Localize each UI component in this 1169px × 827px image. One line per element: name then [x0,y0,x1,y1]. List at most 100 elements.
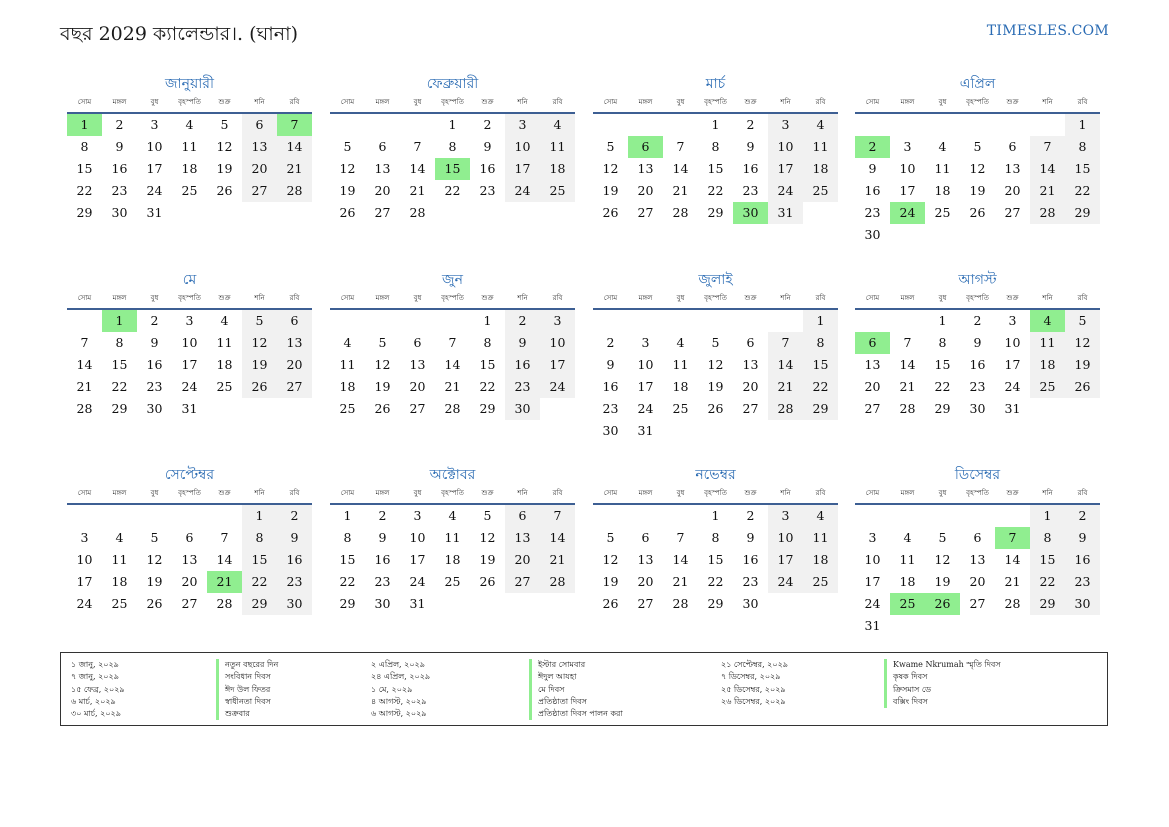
day-cell[interactable]: 23 [374,574,391,589]
day-cell[interactable]: 28 [444,401,461,416]
day-cell[interactable]: 23 [505,376,540,398]
day-cell[interactable]: 15 [803,354,838,376]
day-cell[interactable]: 20 [374,183,391,198]
holiday-day-cell[interactable]: 24 [890,202,925,224]
day-cell[interactable]: 7 [676,139,685,154]
day-cell[interactable]: 30 [277,593,312,615]
day-cell[interactable]: 30 [742,596,759,611]
day-cell[interactable]: 11 [216,335,233,350]
day-cell[interactable]: 28 [768,398,803,420]
day-cell[interactable]: 1 [448,117,457,132]
day-cell[interactable]: 6 [378,139,387,154]
day-cell[interactable]: 14 [768,354,803,376]
day-cell[interactable]: 25 [540,180,575,202]
day-cell[interactable]: 15 [339,552,356,567]
day-cell[interactable]: 4 [676,335,685,350]
day-cell[interactable]: 2 [746,117,755,132]
day-cell[interactable]: 8 [80,139,89,154]
day-cell[interactable]: 9 [746,530,755,545]
day-cell[interactable]: 22 [76,183,93,198]
day-cell[interactable]: 16 [602,379,619,394]
day-cell[interactable]: 17 [146,161,163,176]
day-cell[interactable]: 11 [803,136,838,158]
day-cell[interactable]: 22 [1065,180,1100,202]
day-cell[interactable]: 5 [242,310,277,332]
day-cell[interactable]: 7 [540,505,575,527]
holiday-day-cell[interactable]: 6 [628,136,663,158]
day-cell[interactable]: 29 [707,596,724,611]
day-cell[interactable]: 27 [637,205,654,220]
day-cell[interactable]: 16 [742,161,759,176]
day-cell[interactable]: 5 [483,508,492,523]
day-cell[interactable]: 13 [637,161,654,176]
day-cell[interactable]: 12 [602,552,619,567]
day-cell[interactable]: 4 [803,114,838,136]
day-cell[interactable]: 28 [76,401,93,416]
day-cell[interactable]: 27 [181,596,198,611]
day-cell[interactable]: 12 [146,552,163,567]
day-cell[interactable]: 17 [505,158,540,180]
day-cell[interactable]: 27 [637,596,654,611]
day-cell[interactable]: 21 [1030,180,1065,202]
day-cell[interactable]: 27 [505,571,540,593]
day-cell[interactable]: 13 [1004,161,1021,176]
day-cell[interactable]: 14 [277,136,312,158]
day-cell[interactable]: 14 [76,357,93,372]
day-cell[interactable]: 16 [1065,549,1100,571]
day-cell[interactable]: 10 [768,527,803,549]
day-cell[interactable]: 13 [864,357,881,372]
day-cell[interactable]: 29 [934,401,951,416]
day-cell[interactable]: 29 [76,205,93,220]
day-cell[interactable]: 14 [899,357,916,372]
day-cell[interactable]: 7 [676,530,685,545]
day-cell[interactable]: 14 [672,161,689,176]
day-cell[interactable]: 10 [76,552,93,567]
day-cell[interactable]: 16 [277,549,312,571]
day-cell[interactable]: 10 [864,552,881,567]
day-cell[interactable]: 5 [378,335,387,350]
day-cell[interactable]: 25 [672,401,689,416]
day-cell[interactable]: 31 [181,401,198,416]
day-cell[interactable]: 5 [150,530,159,545]
day-cell[interactable]: 15 [1030,549,1065,571]
day-cell[interactable]: 11 [444,530,461,545]
day-cell[interactable]: 10 [540,332,575,354]
day-cell[interactable]: 11 [934,161,951,176]
day-cell[interactable]: 23 [146,379,163,394]
day-cell[interactable]: 8 [242,527,277,549]
day-cell[interactable]: 22 [803,376,838,398]
day-cell[interactable]: 13 [637,552,654,567]
day-cell[interactable]: 10 [505,136,540,158]
day-cell[interactable]: 12 [934,552,951,567]
day-cell[interactable]: 4 [115,530,124,545]
day-cell[interactable]: 23 [111,183,128,198]
day-cell[interactable]: 27 [409,401,426,416]
day-cell[interactable]: 29 [242,593,277,615]
day-cell[interactable]: 13 [742,357,759,372]
day-cell[interactable]: 21 [444,379,461,394]
day-cell[interactable]: 3 [185,313,194,328]
day-cell[interactable]: 21 [277,158,312,180]
day-cell[interactable]: 2 [483,117,492,132]
day-cell[interactable]: 13 [181,552,198,567]
holiday-day-cell[interactable]: 7 [277,114,312,136]
day-cell[interactable]: 23 [479,183,496,198]
day-cell[interactable]: 3 [505,114,540,136]
day-cell[interactable]: 22 [111,379,128,394]
day-cell[interactable]: 2 [1065,505,1100,527]
day-cell[interactable]: 6 [277,310,312,332]
day-cell[interactable]: 22 [934,379,951,394]
day-cell[interactable]: 22 [707,183,724,198]
day-cell[interactable]: 24 [768,180,803,202]
day-cell[interactable]: 8 [1030,527,1065,549]
holiday-day-cell[interactable]: 30 [733,202,768,224]
day-cell[interactable]: 26 [339,205,356,220]
day-cell[interactable]: 11 [181,139,198,154]
day-cell[interactable]: 20 [277,354,312,376]
day-cell[interactable]: 21 [1004,574,1021,589]
day-cell[interactable]: 3 [903,139,912,154]
day-cell[interactable]: 1 [242,505,277,527]
day-cell[interactable]: 16 [864,183,881,198]
day-cell[interactable]: 9 [973,335,982,350]
day-cell[interactable]: 22 [444,183,461,198]
